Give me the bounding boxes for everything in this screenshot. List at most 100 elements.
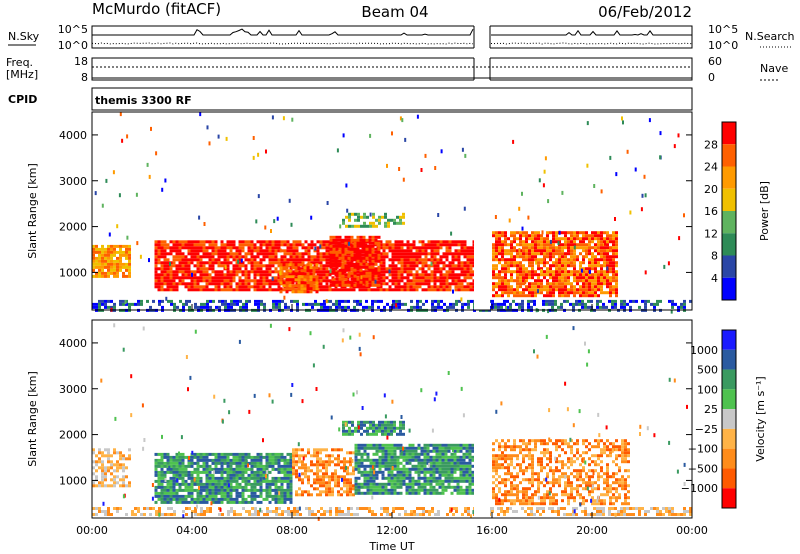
echo-cell xyxy=(208,243,212,247)
echo-cell xyxy=(250,476,254,480)
echo-cell xyxy=(323,302,326,306)
echo-cell xyxy=(427,258,431,262)
echo-cell xyxy=(265,243,269,247)
sparse-echo xyxy=(271,115,274,120)
echo-cell xyxy=(427,276,431,280)
echo-cell xyxy=(585,273,588,277)
echo-cell xyxy=(280,249,284,253)
echo-cell xyxy=(291,281,295,285)
echo-cell xyxy=(107,454,110,458)
echo-cell xyxy=(457,273,461,277)
echo-cell xyxy=(421,246,425,250)
echo-cell xyxy=(319,475,322,479)
echo-cell xyxy=(429,470,433,474)
echo-cell xyxy=(285,287,289,291)
echo-cell xyxy=(202,482,206,486)
echo-cell xyxy=(391,252,395,256)
echo-cell xyxy=(253,258,257,262)
echo-cell xyxy=(612,285,615,289)
echo-cell xyxy=(235,273,239,277)
echo-cell xyxy=(392,305,395,309)
echo-cell xyxy=(335,299,338,303)
echo-cell xyxy=(591,246,594,250)
echo-cell xyxy=(375,458,379,462)
echo-cell xyxy=(507,258,510,262)
echo-cell xyxy=(540,261,543,265)
echo-cell xyxy=(375,224,378,228)
echo-cell xyxy=(316,273,320,277)
echo-cell xyxy=(322,288,326,292)
echo-cell xyxy=(560,305,563,309)
echo-cell xyxy=(286,461,290,465)
echo-cell xyxy=(157,255,161,259)
echo-cell xyxy=(612,279,615,283)
echo-cell xyxy=(436,243,440,247)
echo-cell xyxy=(128,484,131,488)
echo-cell xyxy=(196,455,200,459)
echo-cell xyxy=(359,299,362,303)
echo-cell xyxy=(381,458,385,462)
echo-cell xyxy=(292,469,295,473)
echo-cell xyxy=(362,247,366,251)
echo-cell xyxy=(188,305,191,309)
echo-cell xyxy=(522,258,525,262)
echo-cell xyxy=(403,276,407,280)
echo-cell xyxy=(211,488,215,492)
echo-cell xyxy=(262,282,266,286)
echo-cell xyxy=(307,493,310,497)
echo-cell xyxy=(513,294,516,298)
echo-cell xyxy=(501,279,504,283)
echo-cell xyxy=(406,255,410,259)
echo-cell xyxy=(507,288,510,292)
echo-cell xyxy=(172,488,176,492)
echo-cell xyxy=(250,467,254,471)
echo-cell xyxy=(363,446,367,450)
echo-cell xyxy=(232,252,236,256)
echo-cell xyxy=(543,240,546,244)
echo-cell xyxy=(163,252,167,256)
echo-cell xyxy=(356,253,360,257)
echo-cell xyxy=(288,275,292,279)
echo-cell xyxy=(352,469,355,473)
echo-cell xyxy=(436,276,440,280)
echo-cell xyxy=(259,458,263,462)
echo-cell xyxy=(113,475,116,479)
echo-cell xyxy=(381,443,385,447)
echo-cell xyxy=(406,279,410,283)
echo-cell xyxy=(558,294,561,298)
echo-cell xyxy=(295,261,299,265)
echo-cell xyxy=(435,488,439,492)
echo-cell xyxy=(307,451,310,455)
echo-cell xyxy=(570,258,573,262)
echo-cell xyxy=(172,476,176,480)
echo-cell xyxy=(101,268,104,272)
echo-cell xyxy=(455,299,458,303)
echo-cell xyxy=(285,278,289,282)
echo-cell xyxy=(372,476,376,480)
echo-cell xyxy=(205,485,209,489)
echo-cell xyxy=(399,218,402,222)
echo-cell xyxy=(217,252,221,256)
echo-cell xyxy=(169,470,173,474)
sparse-echo xyxy=(164,178,167,183)
echo-cell xyxy=(615,240,618,244)
echo-cell xyxy=(400,246,404,250)
echo-cell xyxy=(122,299,125,303)
echo-cell xyxy=(412,258,416,262)
echo-cell xyxy=(256,240,260,244)
sparse-echo xyxy=(543,169,546,174)
echo-cell xyxy=(447,467,451,471)
echo-cell xyxy=(438,458,442,462)
echo-cell xyxy=(368,250,372,254)
echo-cell xyxy=(558,249,561,253)
echo-cell xyxy=(504,273,507,277)
echo-cell xyxy=(552,294,555,298)
echo-cell xyxy=(412,282,416,286)
echo-cell xyxy=(399,467,403,471)
echo-cell xyxy=(202,485,206,489)
echo-cell xyxy=(597,231,600,235)
echo-cell xyxy=(552,273,555,277)
echo-cell xyxy=(253,288,257,292)
echo-cell xyxy=(214,246,218,250)
echo-cell xyxy=(567,249,570,253)
